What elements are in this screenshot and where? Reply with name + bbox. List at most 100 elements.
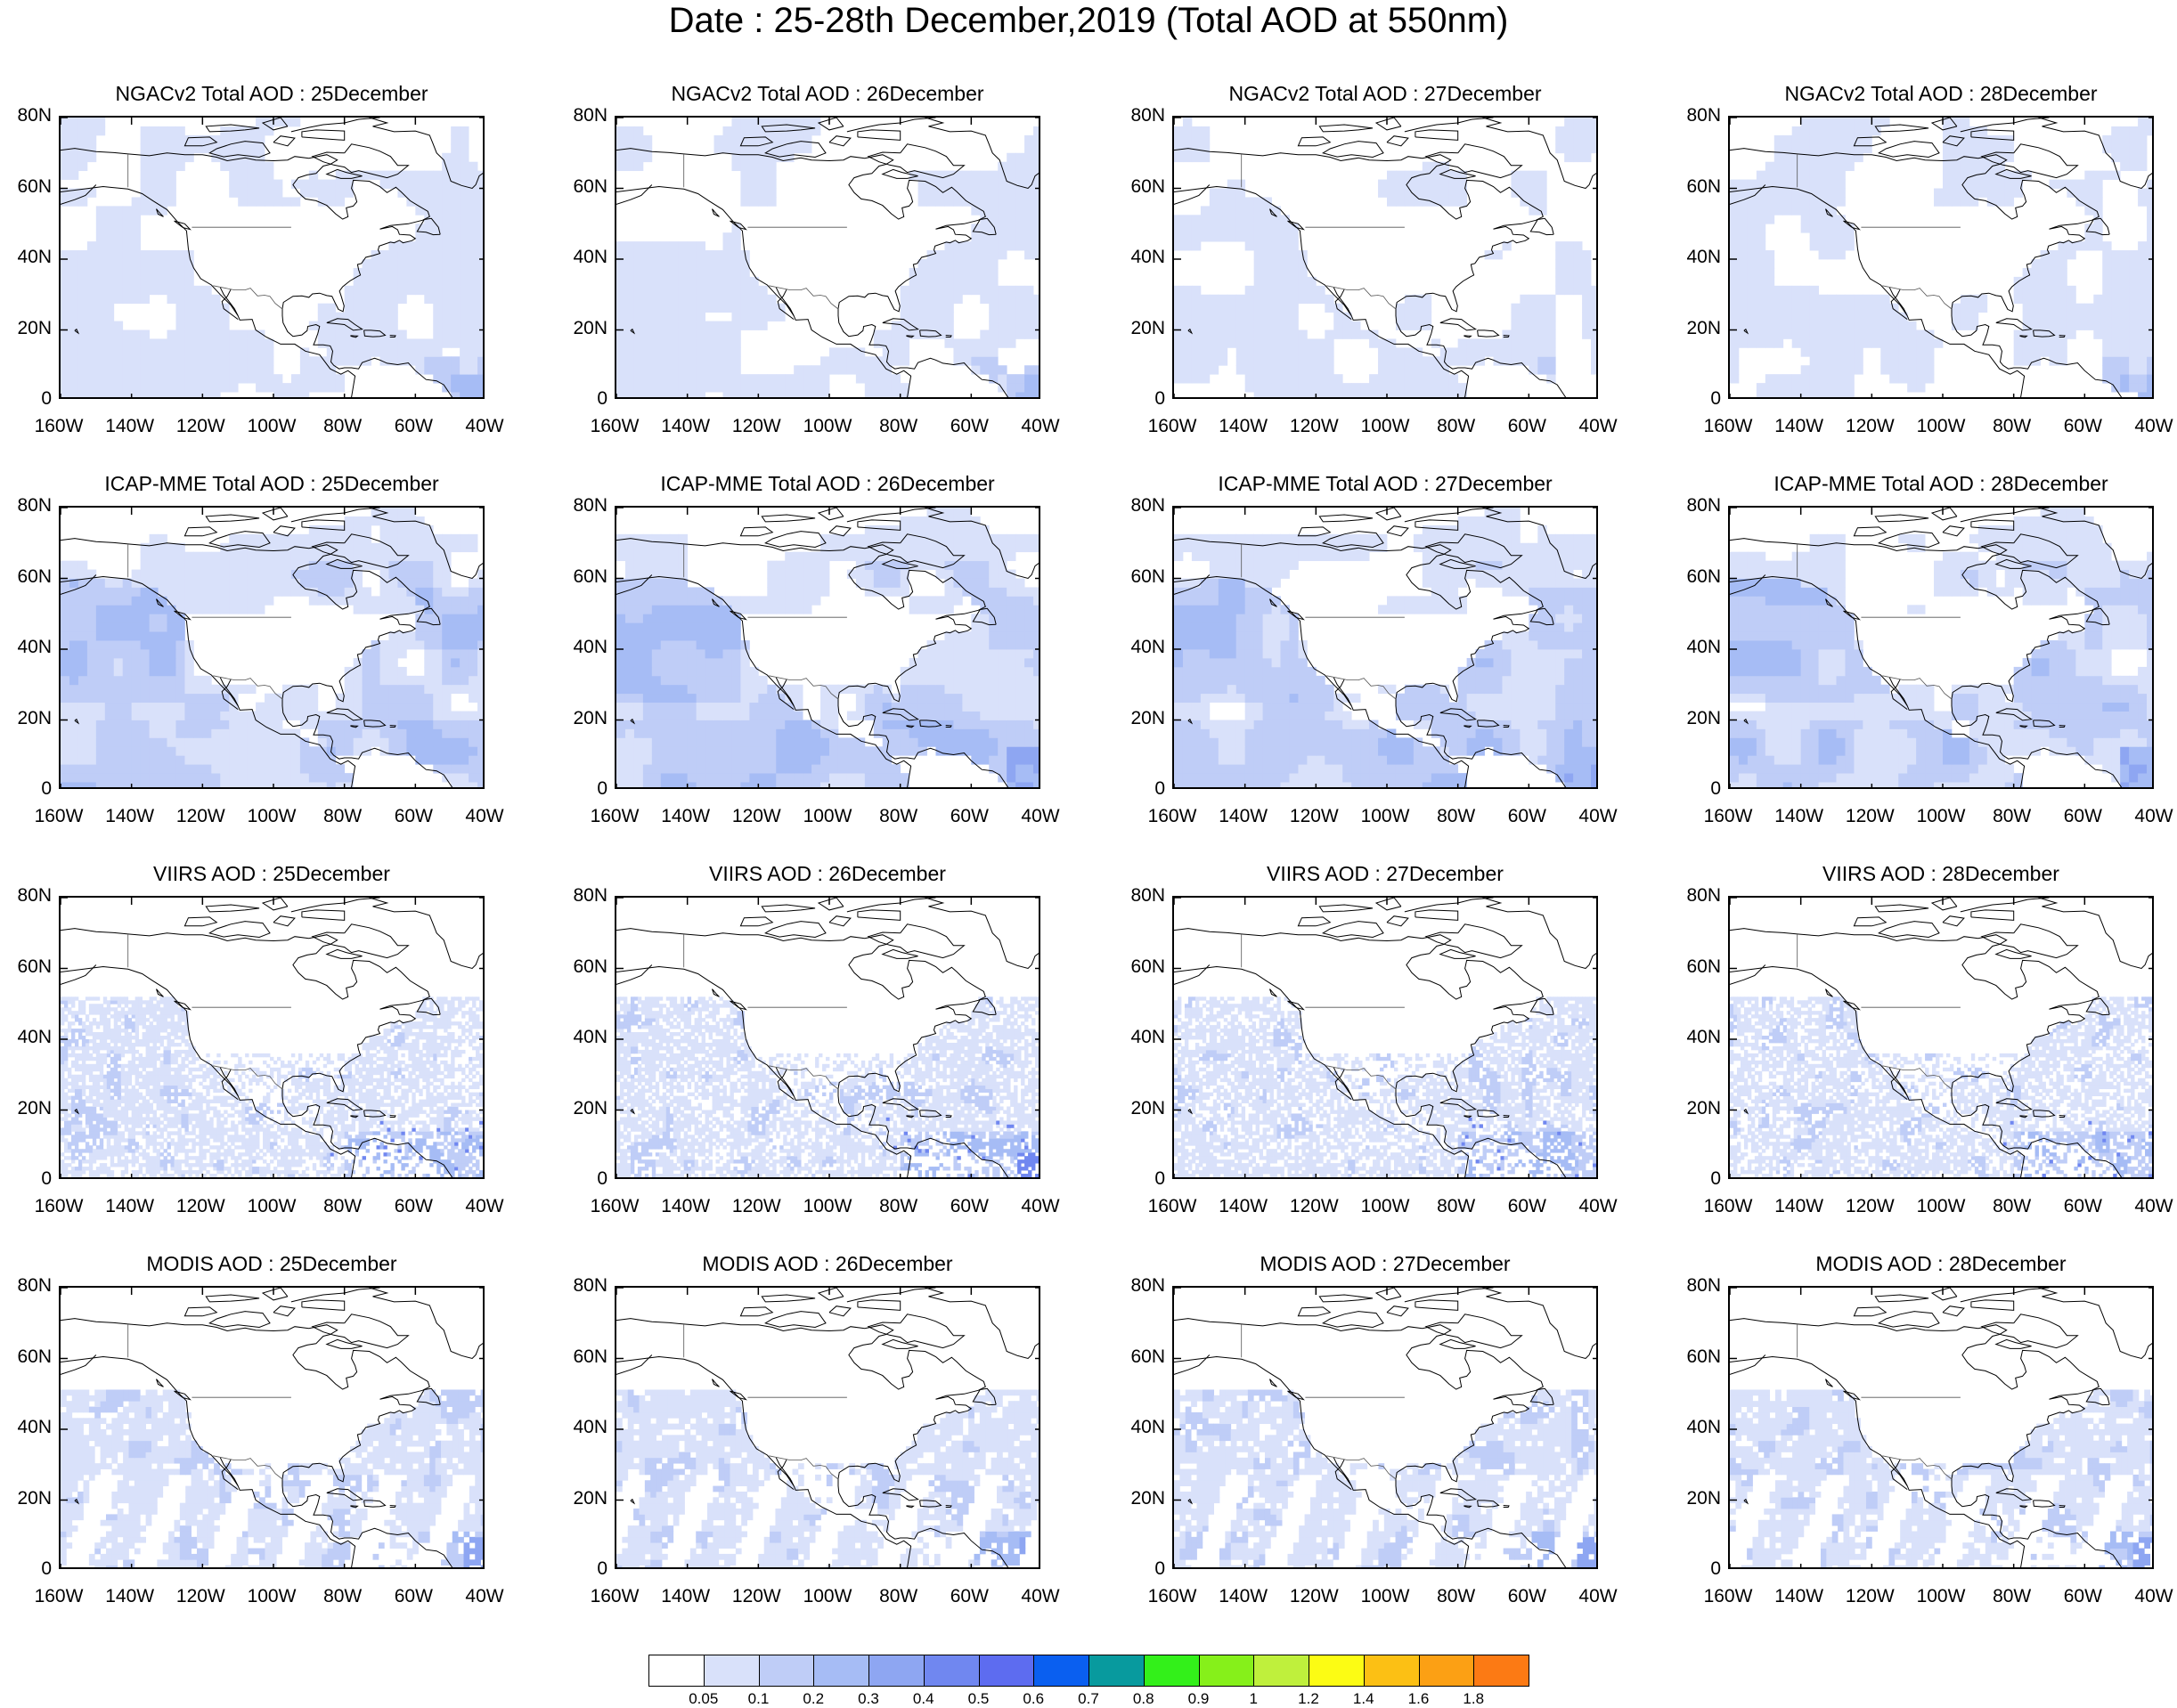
- aod-cell: [882, 711, 893, 720]
- aod-cell: [433, 542, 443, 553]
- aod-cell: [308, 551, 319, 562]
- aod-cell: [256, 126, 265, 136]
- aod-cell: [415, 347, 425, 357]
- aod-cell: [104, 720, 115, 729]
- aod-cell: [61, 126, 70, 136]
- aod-cell: [2004, 152, 2015, 163]
- aod-cell: [265, 118, 274, 127]
- aod-cell: [415, 197, 425, 207]
- aod-cell: [122, 596, 133, 606]
- aod-cell: [167, 569, 176, 579]
- aod-cell: [379, 525, 389, 535]
- aod-cell: [2058, 276, 2067, 287]
- aod-cell: [424, 675, 434, 686]
- aod-cell: [1951, 179, 1961, 189]
- aod-cell: [61, 587, 70, 597]
- aod-cell: [1582, 294, 1592, 305]
- aod-cell: [460, 197, 469, 207]
- aod-cell: [256, 143, 265, 154]
- aod-cell: [1977, 143, 1988, 154]
- aod-map-panel: [59, 506, 485, 789]
- aod-cell: [406, 533, 416, 544]
- lon-tick-label: 60W: [385, 807, 442, 826]
- aod-cell: [193, 737, 203, 747]
- aod-cell: [442, 170, 452, 180]
- aod-cell: [1289, 267, 1299, 278]
- aod-cell: [451, 126, 461, 136]
- aod-cell: [1316, 294, 1325, 305]
- aod-cell: [1854, 329, 1863, 339]
- aod-cell: [353, 338, 363, 348]
- aod-cell: [837, 684, 848, 695]
- aod-cell: [616, 294, 626, 305]
- aod-cell: [722, 294, 732, 305]
- aod-cell: [1747, 267, 1757, 278]
- aod-cell: [86, 267, 97, 278]
- aod-cell: [149, 188, 159, 198]
- aod-cell: [451, 374, 461, 384]
- aod-cell: [962, 702, 972, 712]
- aod-cell: [1809, 356, 1819, 366]
- aod-cell: [415, 684, 425, 695]
- aod-cell: [1387, 197, 1397, 207]
- aod-cell: [131, 285, 142, 296]
- aod-cell: [149, 383, 159, 393]
- aod-cell: [1033, 693, 1039, 704]
- aod-cell: [1262, 365, 1272, 375]
- aod-cell: [1431, 188, 1441, 198]
- aod-cell: [1977, 188, 1988, 198]
- aod-cell: [1413, 312, 1423, 321]
- aod-cell: [776, 702, 786, 712]
- aod-cell: [353, 285, 363, 296]
- aod-cell: [433, 569, 443, 579]
- aod-cell: [1782, 134, 1793, 145]
- aod-cell: [379, 578, 389, 588]
- aod-cell: [371, 312, 380, 321]
- aod-cell: [95, 764, 106, 774]
- aod-cell: [2058, 179, 2067, 189]
- aod-cell: [1182, 152, 1193, 163]
- aod-cell: [229, 551, 239, 562]
- aod-cell: [2093, 197, 2103, 207]
- aod-cell: [184, 303, 194, 313]
- aod-cell: [451, 622, 461, 632]
- aod-cell: [740, 312, 750, 321]
- aod-cell: [202, 347, 212, 357]
- aod-cell: [397, 542, 407, 553]
- coastline: [416, 217, 441, 236]
- aod-cell: [149, 773, 159, 783]
- aod-cell: [633, 755, 644, 765]
- aod-cell: [1582, 267, 1592, 278]
- aod-cell: [1791, 338, 1802, 348]
- aod-cell: [433, 702, 443, 712]
- aod-cell: [469, 782, 478, 787]
- aod-cell: [1836, 118, 1846, 127]
- aod-cell: [1007, 640, 1016, 650]
- aod-cell: [397, 569, 407, 579]
- aod-cell: [1174, 152, 1184, 163]
- aod-cell: [477, 596, 483, 606]
- aod-cell: [864, 711, 875, 720]
- aod-cell: [1951, 118, 1961, 127]
- aod-cell: [749, 285, 759, 296]
- aod-cell: [69, 614, 79, 623]
- lat-tick-label: 60N: [1678, 176, 1721, 197]
- aod-cell: [1986, 143, 1997, 154]
- aod-cell: [669, 728, 680, 738]
- aod-cell: [731, 241, 741, 251]
- aod-cell: [891, 746, 901, 756]
- aod-cell: [193, 720, 203, 729]
- aod-cell: [1791, 383, 1802, 393]
- aod-cell: [1024, 143, 1034, 154]
- aod-cell: [829, 728, 839, 738]
- aod-cell: [803, 746, 812, 756]
- aod-cell: [1827, 232, 1837, 242]
- aod-cell: [1756, 338, 1766, 348]
- aod-cell: [1200, 329, 1211, 339]
- aod-cell: [900, 392, 910, 397]
- aod-cell: [1845, 232, 1855, 242]
- aod-cell: [113, 605, 124, 614]
- aod-cell: [731, 746, 741, 756]
- aod-cell: [469, 622, 478, 632]
- aod-cell: [184, 347, 194, 357]
